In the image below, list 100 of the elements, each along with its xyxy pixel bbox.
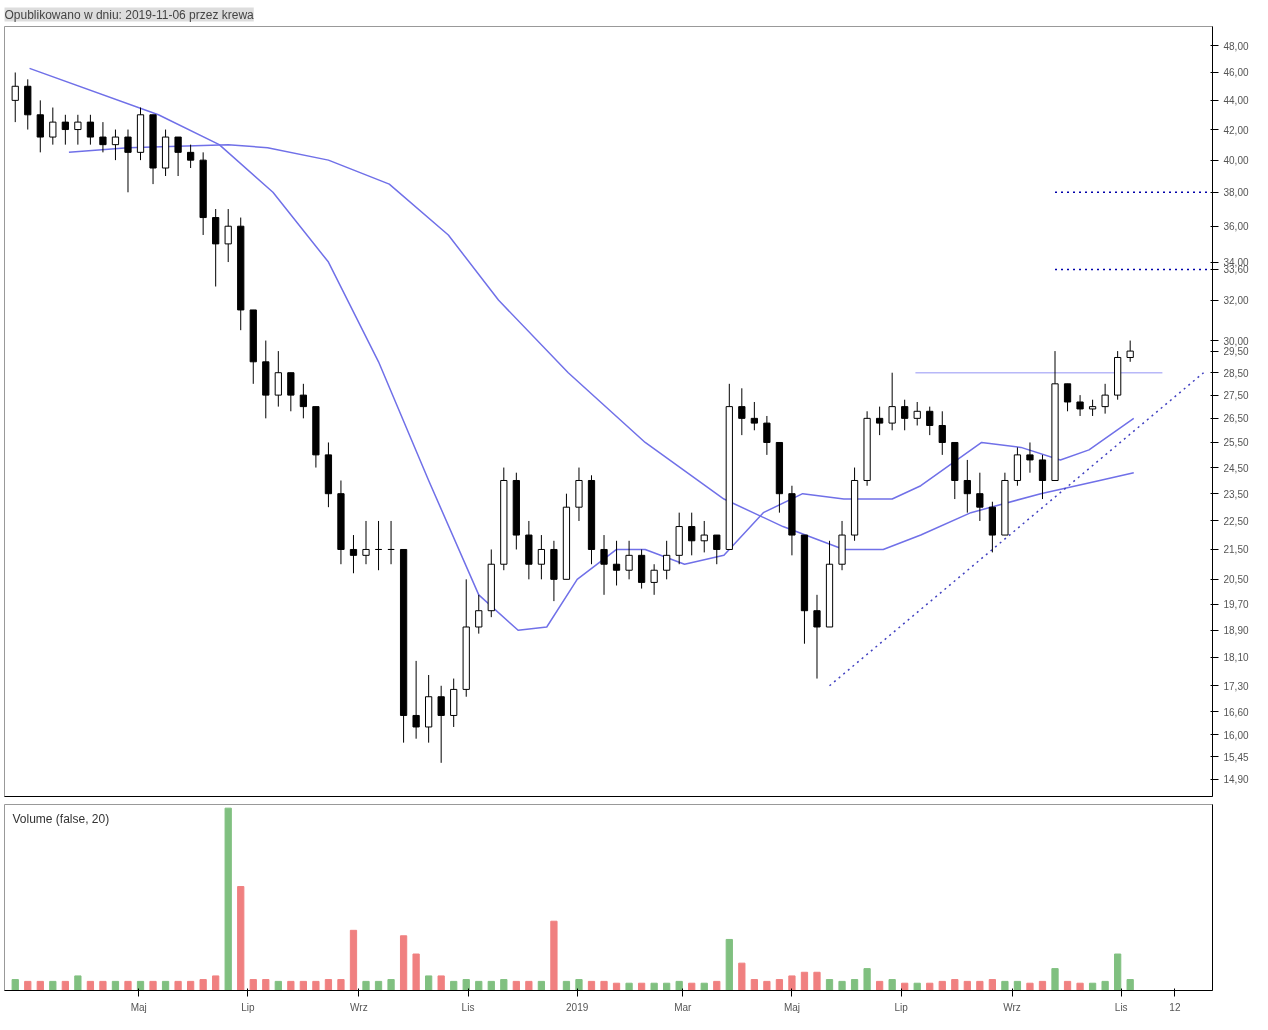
y-tick-label: 24,50 xyxy=(1223,462,1249,474)
bar xyxy=(425,975,433,991)
y-tick-label: 28,50 xyxy=(1223,367,1249,379)
candlestick xyxy=(876,406,884,436)
bar xyxy=(725,938,733,991)
candlestick xyxy=(74,114,82,146)
candlestick xyxy=(600,534,608,596)
candlestick xyxy=(274,350,282,408)
bar xyxy=(136,980,145,991)
bar xyxy=(437,975,445,991)
y-tick-label: 23,50 xyxy=(1223,488,1249,500)
bar xyxy=(1026,982,1034,991)
bar xyxy=(1051,968,1059,991)
candlestick xyxy=(124,129,132,193)
bar xyxy=(825,979,834,991)
y-tick-label: 25,50 xyxy=(1223,437,1249,449)
bar xyxy=(1038,980,1047,991)
bar xyxy=(287,980,295,991)
candlestick xyxy=(475,594,483,635)
bar xyxy=(537,980,546,991)
bar xyxy=(863,968,871,991)
bar xyxy=(399,935,408,991)
bar xyxy=(1101,980,1109,991)
candlestick xyxy=(976,472,984,522)
bar xyxy=(1001,980,1009,991)
bar xyxy=(74,975,82,991)
bar xyxy=(625,982,633,991)
candlestick xyxy=(688,512,696,556)
bar xyxy=(36,980,44,991)
y-tick-label: 26,50 xyxy=(1223,413,1249,425)
candlestick xyxy=(625,540,633,580)
bar xyxy=(161,980,170,991)
bar xyxy=(913,982,921,991)
candlestick xyxy=(111,129,120,161)
bar xyxy=(374,980,383,991)
bar xyxy=(850,979,859,991)
bar xyxy=(249,979,257,991)
candlestick xyxy=(700,520,708,553)
y-tick-label: 44,00 xyxy=(1223,95,1249,107)
bar xyxy=(512,980,520,991)
candlestick xyxy=(650,563,658,596)
bar xyxy=(788,975,796,991)
candlestick xyxy=(174,136,182,177)
y-tick-label: 42,00 xyxy=(1223,124,1249,136)
bar xyxy=(487,980,495,991)
bar xyxy=(550,920,558,991)
candlestick xyxy=(1076,394,1084,417)
x-tick-label: Lis xyxy=(461,1001,475,1013)
y-tick-label: 19,70 xyxy=(1223,599,1249,611)
bar xyxy=(1076,982,1084,991)
bar xyxy=(1063,980,1072,991)
bar xyxy=(976,980,984,991)
y-tick-label: 38,00 xyxy=(1223,187,1249,199)
candlestick xyxy=(813,594,821,680)
bar xyxy=(174,980,182,991)
bar xyxy=(800,971,809,991)
y-tick-label: 18,90 xyxy=(1223,625,1249,637)
bar xyxy=(500,979,508,991)
bar xyxy=(412,953,420,991)
bar xyxy=(324,979,333,991)
bar xyxy=(1114,953,1122,991)
bar xyxy=(700,982,708,991)
candlestick xyxy=(11,71,19,123)
y-tick-label: 27,50 xyxy=(1223,390,1249,402)
bar xyxy=(963,980,971,991)
candlestick xyxy=(99,121,107,153)
bar xyxy=(450,980,458,991)
bar xyxy=(738,962,746,991)
bar xyxy=(775,979,784,991)
bar xyxy=(349,929,358,991)
candlestick xyxy=(61,114,69,146)
candlestick xyxy=(1026,441,1034,474)
candlestick xyxy=(1038,454,1047,500)
y-tick-label: 14,90 xyxy=(1223,774,1249,786)
bar xyxy=(312,980,320,991)
bar xyxy=(186,980,195,991)
bar xyxy=(11,979,19,991)
candlestick xyxy=(738,387,746,436)
x-tick-label: Wrz xyxy=(1003,1001,1021,1013)
x-tick-label: Lis xyxy=(1114,1001,1128,1013)
bar xyxy=(675,980,683,991)
candlestick xyxy=(362,520,370,565)
candlestick xyxy=(913,401,921,426)
y-tick-label: 36,00 xyxy=(1223,221,1249,233)
bar xyxy=(988,979,997,991)
bar xyxy=(713,980,721,991)
candlestick xyxy=(186,144,195,169)
bar xyxy=(600,980,608,991)
y-tick-label: 30,00 xyxy=(1223,335,1249,347)
x-tick-label: Mar xyxy=(674,1001,693,1013)
line-series xyxy=(28,67,1135,632)
bar xyxy=(262,979,270,991)
bar xyxy=(813,971,821,991)
candlestick xyxy=(1101,383,1109,415)
x-tick-label: Lip xyxy=(241,1001,255,1013)
y-tick-label: 29,50 xyxy=(1223,346,1249,358)
y-tick-label: 46,00 xyxy=(1223,67,1249,79)
candlestick xyxy=(938,410,946,456)
bar xyxy=(362,980,370,991)
candlestick xyxy=(926,406,934,436)
